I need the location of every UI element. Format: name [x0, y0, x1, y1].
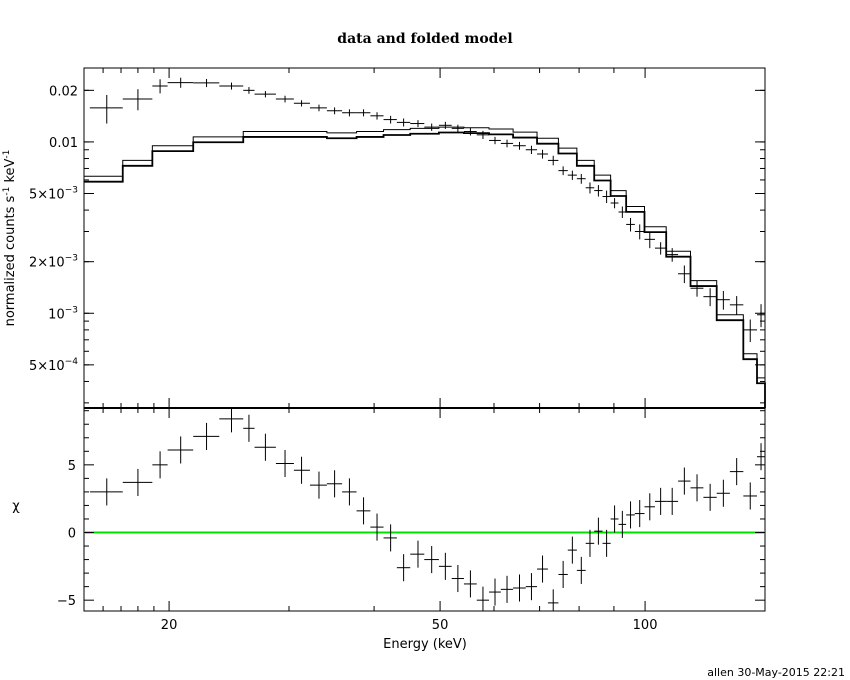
bottom-panel: 50−5 20 50 100 χ — [12, 68, 766, 633]
x-axis-ticks: 20 50 100 — [102, 68, 658, 633]
y-tick-label: 0.02 — [49, 84, 78, 99]
y-tick-label: 0 — [68, 527, 76, 542]
residual-points — [89, 408, 765, 611]
top-panel: 0.02 0.01 5×10−3 2×10−3 10−3 5×10−4 normalize… — [2, 67, 766, 409]
bottom-plot-frame — [83, 407, 766, 612]
bottom-y-ticks: 5 0 −5 — [57, 410, 765, 609]
top-y-ticks: 0.02 0.01 5×10−3 2×10−3 10−3 5×10−4 — [29, 84, 765, 404]
x-tick-label: 50 — [432, 618, 449, 633]
model-curve — [84, 126, 766, 409]
top-y-axis-label: normalized counts s-1 keV-1 — [2, 150, 18, 327]
y-tick-label: 5×10−3 — [29, 185, 78, 202]
x-axis-label: Energy (keV) — [383, 637, 467, 652]
y-tick-label: 5 — [68, 459, 76, 474]
chart-title: data and folded model — [337, 31, 512, 47]
credit-line: allen 30-May-2015 22:21 — [707, 666, 845, 679]
data-points — [89, 77, 765, 342]
y-tick-label: −5 — [57, 594, 76, 609]
model-curve-line — [84, 126, 766, 403]
x-tick-label: 20 — [161, 618, 178, 633]
y-tick-label: 10−3 — [48, 305, 78, 322]
y-tick-label: 2×10−3 — [29, 254, 78, 271]
x-tick-label: 100 — [633, 618, 658, 633]
y-tick-label: 5×10−4 — [29, 357, 78, 374]
y-tick-label: 0.01 — [49, 136, 78, 151]
bottom-y-axis-label: χ — [12, 499, 20, 514]
top-plot-frame — [83, 67, 766, 409]
model-curve-line — [84, 131, 766, 409]
